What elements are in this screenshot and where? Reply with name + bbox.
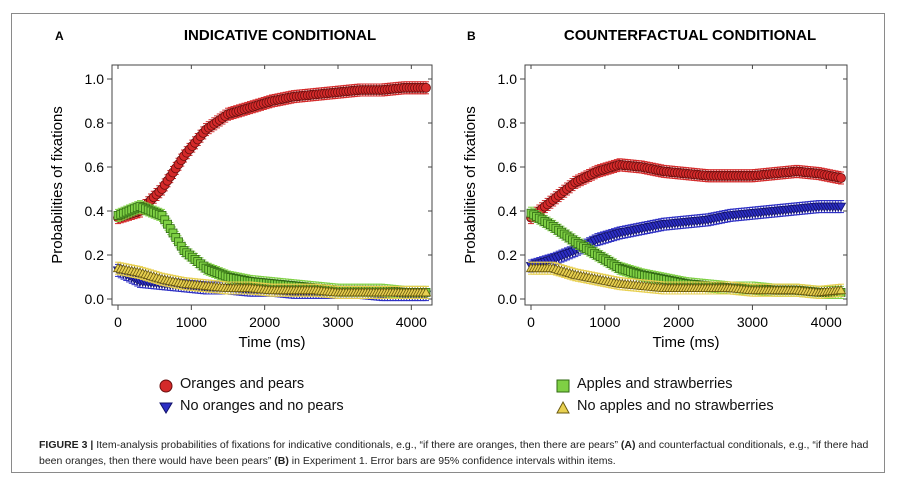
x-tick-label: 3000 (322, 314, 353, 330)
caption-label: FIGURE 3 | (39, 439, 94, 451)
x-tick-label: 0 (114, 314, 122, 330)
x-tick-label: 0 (527, 314, 535, 330)
x-axis-label: Time (ms) (239, 334, 306, 351)
figure-caption: FIGURE 3 | Item-analysis probabilities o… (39, 437, 869, 469)
yellow-triangle-up-icon (556, 400, 570, 414)
panel-a: A INDICATIVE CONDITIONAL 0.0 0.2 0.4 0.6 0.8 1.… (49, 27, 433, 351)
caption-text-3: in Experiment 1. Error bars are 95% conf… (288, 455, 616, 467)
data-point (420, 287, 432, 297)
series-oranges-and-pears (526, 158, 846, 225)
y-tick-label: 0.8 (498, 115, 518, 131)
y-tick-label: 0.2 (85, 247, 105, 263)
panel-b: B COUNTERFACTUAL CONDITIONAL 0.0 0.2 0.4 0.6 0… (462, 27, 848, 351)
panel-label: A (55, 29, 64, 43)
x-tick-label: 1000 (589, 314, 620, 330)
figure-frame (11, 13, 885, 473)
y-tick-label: 0.6 (498, 159, 518, 175)
x-tick-label: 4000 (811, 314, 842, 330)
data-point (836, 173, 846, 183)
data-point (835, 284, 847, 295)
series-no-apples-and-no-strawberries (525, 261, 847, 299)
red-circle-icon (159, 379, 173, 393)
caption-text-1: Item-analysis probabilities of fixations… (93, 439, 621, 451)
series-no-apples-and-no-strawberries (112, 261, 432, 299)
series-oranges-and-pears (113, 81, 431, 225)
y-tick-label: 0.4 (498, 203, 518, 219)
legend-label: Apples and strawberries (577, 376, 733, 392)
x-tick-label: 2000 (663, 314, 694, 330)
y-axis-label: Probabilities of fixations (462, 106, 479, 264)
legend-label: No apples and no strawberries (577, 398, 774, 414)
y-tick-label: 0.0 (85, 291, 105, 307)
y-tick-label: 0.4 (85, 203, 105, 219)
y-axis-label: Probabilities of fixations (49, 106, 66, 264)
legend-label: Oranges and pears (180, 376, 305, 392)
y-tick-label: 1.0 (85, 71, 105, 87)
y-tick-label: 0.0 (498, 291, 518, 307)
plot-area-frame (111, 64, 433, 306)
series-no-oranges-and-no-pears (525, 200, 847, 273)
y-tick-label: 1.0 (498, 71, 518, 87)
caption-ref-b: (B) (274, 455, 289, 467)
chart-title: COUNTERFACTUAL CONDITIONAL (564, 27, 816, 44)
x-axis-label: Time (ms) (653, 334, 720, 351)
blue-triangle-down-icon (159, 402, 173, 414)
y-tick-label: 0.6 (85, 159, 105, 175)
data-point (835, 202, 847, 212)
green-square-icon (556, 379, 570, 393)
chart-title: INDICATIVE CONDITIONAL (184, 27, 376, 44)
y-tick-label: 0.2 (498, 247, 518, 263)
x-tick-label: 1000 (176, 314, 207, 330)
y-tick-label: 0.8 (85, 115, 105, 131)
data-point (421, 82, 431, 93)
plot-area-frame (524, 64, 848, 306)
caption-text-2: and counterfactual conditionals, e.g., “… (39, 439, 869, 467)
caption-ref-a: (A) (620, 439, 636, 451)
x-tick-label: 3000 (737, 314, 768, 330)
legend-label: No oranges and no pears (180, 398, 344, 414)
x-tick-label: 2000 (249, 314, 280, 330)
panel-label: B (467, 29, 476, 43)
x-tick-label: 4000 (396, 314, 427, 330)
